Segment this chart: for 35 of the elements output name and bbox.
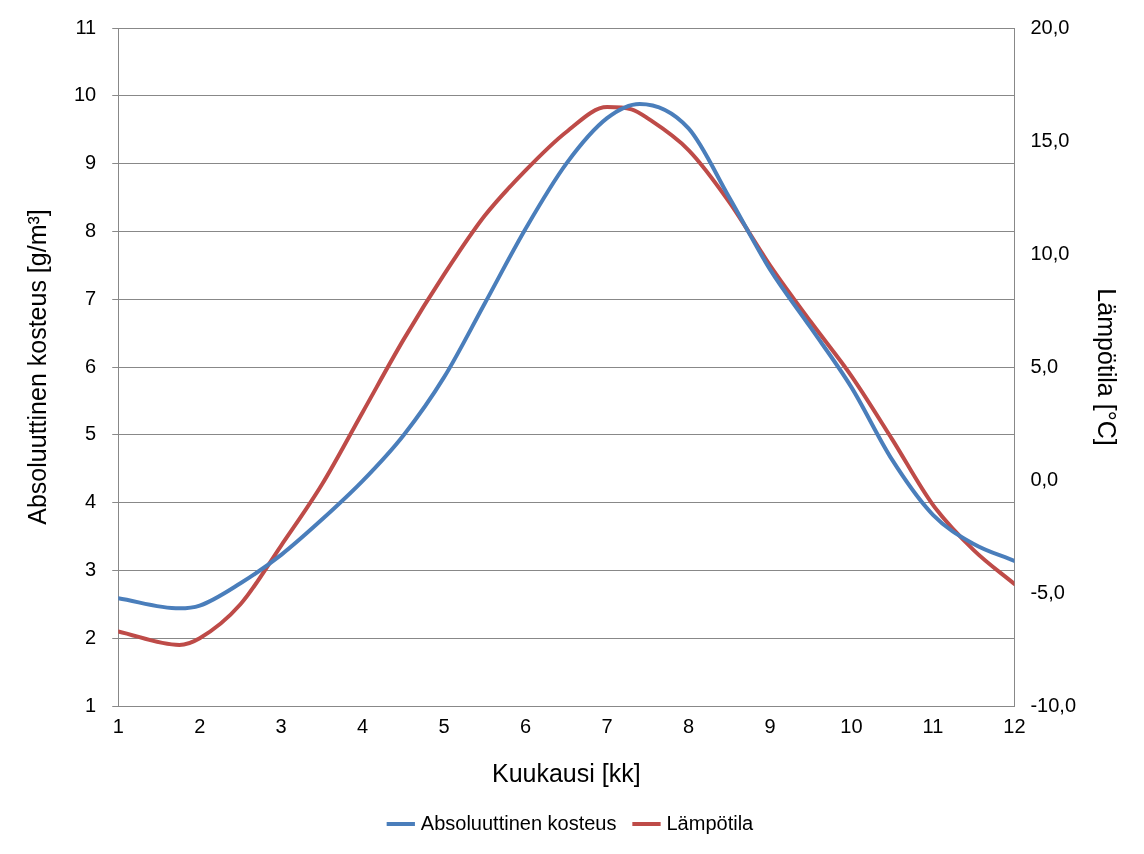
- y2-tick-label: -10,0: [1030, 693, 1077, 716]
- x-tick-label: 1: [112, 714, 124, 737]
- y-tick-label: 9: [85, 151, 97, 174]
- y-tick-label: 3: [85, 557, 97, 580]
- y-tick-label: 1: [85, 693, 97, 716]
- x-axis-title: Kuukausi [kk]: [491, 758, 641, 787]
- y-tick-label: 6: [85, 354, 97, 377]
- y2-tick-label: 0,0: [1030, 467, 1059, 490]
- x-tick-label: 2: [194, 714, 206, 737]
- x-tick-label: 6: [520, 714, 532, 737]
- x-tick-label: 10: [840, 714, 863, 737]
- x-tick-label: 4: [357, 714, 369, 737]
- y-tick-label: 8: [85, 218, 97, 241]
- y2-tick-label: -5,0: [1030, 580, 1065, 603]
- legend-label: Absoluuttinen kosteus: [420, 811, 617, 834]
- y-tick-label: 2: [85, 625, 97, 648]
- y2-tick-label: 5,0: [1030, 354, 1059, 377]
- y-axis-title: Absoluuttinen kosteus [g/m³]: [22, 209, 51, 525]
- y-tick-label: 10: [74, 83, 97, 106]
- x-tick-label: 11: [922, 714, 944, 737]
- y2-axis-title: Lämpötila [°C]: [1093, 288, 1122, 446]
- x-tick-label: 9: [764, 714, 776, 737]
- y-tick-label: 5: [85, 422, 97, 445]
- x-tick-label: 3: [275, 714, 287, 737]
- y2-tick-label: 20,0: [1030, 15, 1070, 38]
- x-tick-label: 5: [438, 714, 450, 737]
- x-tick-label: 8: [682, 714, 695, 737]
- y2-tick-label: 15,0: [1030, 128, 1070, 151]
- y-tick-label: 11: [75, 15, 97, 38]
- x-tick-label: 12: [1003, 714, 1026, 737]
- y2-tick-label: 10,0: [1030, 241, 1070, 264]
- legend-label: Lämpötila: [666, 811, 755, 834]
- y-tick-label: 7: [85, 286, 97, 309]
- x-tick-label: 7: [601, 714, 613, 737]
- y-tick-label: 4: [85, 490, 97, 513]
